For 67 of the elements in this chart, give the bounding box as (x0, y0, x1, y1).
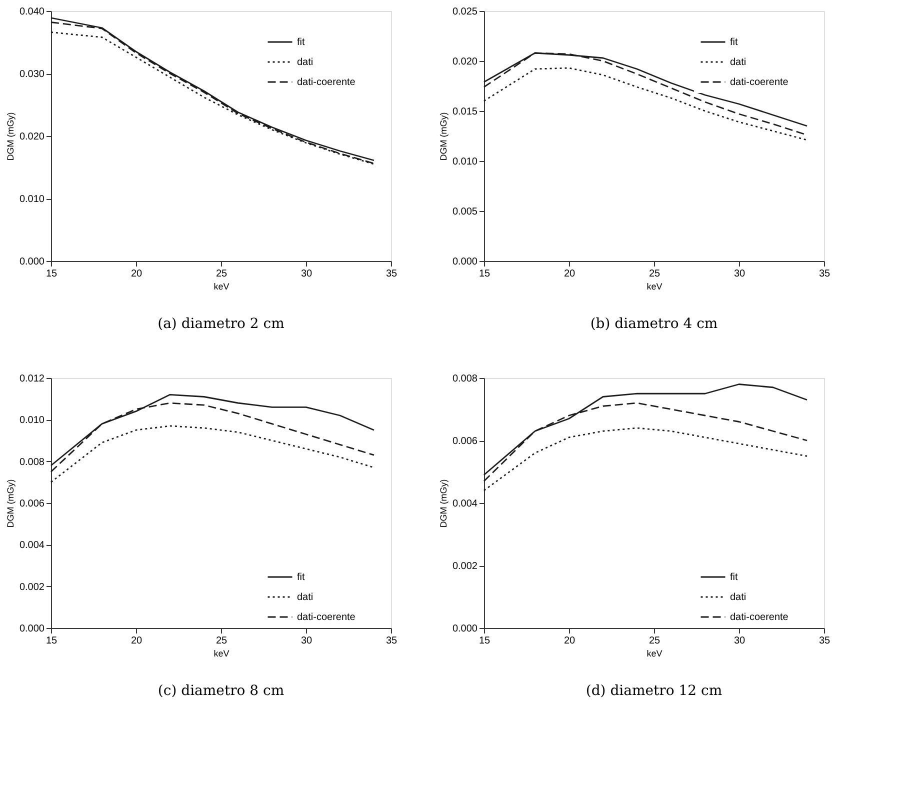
y-tick-label: 0.000 (19, 624, 45, 634)
x-tick-label: 25 (648, 636, 660, 646)
legend-label: dati-coerente (730, 612, 789, 623)
x-tick-label: 20 (564, 636, 576, 646)
x-tick-label: 35 (386, 636, 398, 646)
y-tick-label: 0.015 (452, 106, 478, 118)
legend-label: dati (730, 57, 746, 68)
x-tick-label: 15 (478, 268, 490, 280)
y-axis-title: DGM (mGy) (438, 479, 448, 528)
y-tick-label: 0.020 (19, 132, 45, 142)
y-axis-title: DGM (mGy) (5, 479, 16, 528)
text: (c) diametro 8 cm (158, 683, 284, 699)
x-tick-label: 30 (734, 636, 746, 646)
y-axis-title: DGM (mGy) (438, 112, 448, 161)
y-tick-label: 0.004 (19, 540, 45, 552)
y-tick-label: 0.004 (452, 498, 478, 510)
x-tick-label: 20 (564, 268, 576, 280)
y-tick-label: 0.000 (452, 256, 478, 268)
y-tick-label: 0.000 (19, 256, 45, 268)
y-tick-label: 0.008 (19, 456, 45, 468)
y-tick-label: 0.002 (19, 582, 45, 593)
x-tick-label: 20 (130, 636, 142, 646)
x-tick-label: 35 (818, 636, 830, 646)
legend-label: dati-coerente (297, 612, 356, 623)
y-tick-label: 0.010 (19, 415, 45, 426)
y-tick-label: 0.010 (452, 156, 478, 168)
legend-label: fit (297, 37, 305, 48)
x-tick-label: 25 (648, 268, 660, 280)
x-tick-label: 35 (818, 268, 830, 280)
legend-label: fit (730, 572, 738, 583)
x-axis-title: keV (214, 282, 230, 292)
text: (b) diametro 4 cm (590, 316, 718, 332)
y-tick-label: 0.008 (452, 374, 478, 384)
x-tick-label: 30 (734, 268, 746, 280)
legend-label: dati (297, 57, 314, 68)
x-tick-label: 20 (130, 268, 142, 280)
legend-label: fit (730, 37, 738, 48)
legend-label: fit (297, 572, 305, 583)
y-tick-label: 0.010 (19, 194, 45, 205)
legend-label: dati (297, 592, 314, 603)
y-tick-label: 0.002 (452, 561, 478, 572)
y-tick-label: 0.000 (452, 624, 478, 634)
y-tick-label: 0.006 (19, 498, 45, 510)
x-tick-label: 15 (46, 636, 58, 646)
y-tick-label: 0.025 (452, 6, 478, 18)
x-tick-label: 25 (216, 636, 228, 646)
x-tick-label: 15 (478, 636, 490, 646)
y-axis-title: DGM (mGy) (5, 112, 16, 161)
y-tick-label: 0.030 (19, 69, 45, 80)
legend-label: dati-coerente (297, 77, 356, 88)
y-tick-label: 0.006 (452, 436, 478, 447)
x-axis-title: keV (646, 648, 662, 658)
legend-label: dati (730, 592, 746, 603)
y-tick-label: 0.005 (452, 206, 478, 218)
text: (d) diametro 12 cm (586, 683, 722, 699)
x-tick-label: 25 (216, 268, 228, 280)
y-tick-label: 0.020 (452, 56, 478, 68)
legend-label: dati-coerente (730, 77, 789, 88)
x-tick-label: 30 (300, 268, 312, 280)
x-tick-label: 35 (386, 268, 398, 280)
y-tick-label: 0.040 (19, 6, 45, 18)
x-axis-title: keV (214, 648, 230, 658)
y-tick-label: 0.012 (19, 374, 45, 384)
x-tick-label: 15 (46, 268, 58, 280)
x-tick-label: 30 (300, 636, 312, 646)
text: (a) diametro 2 cm (158, 316, 284, 332)
x-axis-title: keV (646, 282, 662, 292)
